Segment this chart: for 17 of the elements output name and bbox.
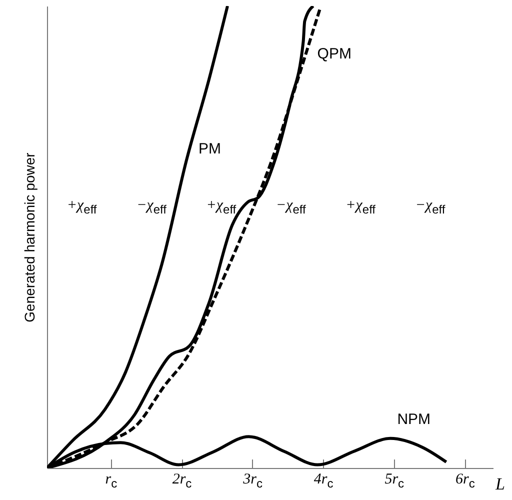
annotation: −χ$_{eff}$ (415, 198, 446, 217)
y-axis-title: Generated harmonic power (22, 152, 38, 322)
x-axis-title: L (494, 474, 505, 494)
annotation: −χ$_{eff}$ (136, 198, 168, 217)
series-label: PM (198, 140, 221, 158)
x-tick-label: r$_{c}$ (105, 472, 118, 490)
x-tick-label: 4r$_{c}$ (314, 472, 334, 490)
annotation: −χ$_{eff}$ (276, 198, 306, 217)
x-tick-label: 5r$_{c}$ (384, 472, 404, 490)
annotation: +χ$_{eff}$ (66, 198, 98, 217)
x-tick-label: 3r$_{c}$ (242, 472, 262, 490)
annotation: +χ$_{eff}$ (206, 198, 237, 217)
annotation: +χ$_{eff}$ (346, 198, 376, 217)
series-label: NPM (397, 411, 431, 428)
series-label: QPM (317, 46, 352, 63)
x-tick-label: 2r$_{c}$ (172, 472, 192, 490)
x-tick-label: 6r$_{c}$ (456, 472, 475, 490)
